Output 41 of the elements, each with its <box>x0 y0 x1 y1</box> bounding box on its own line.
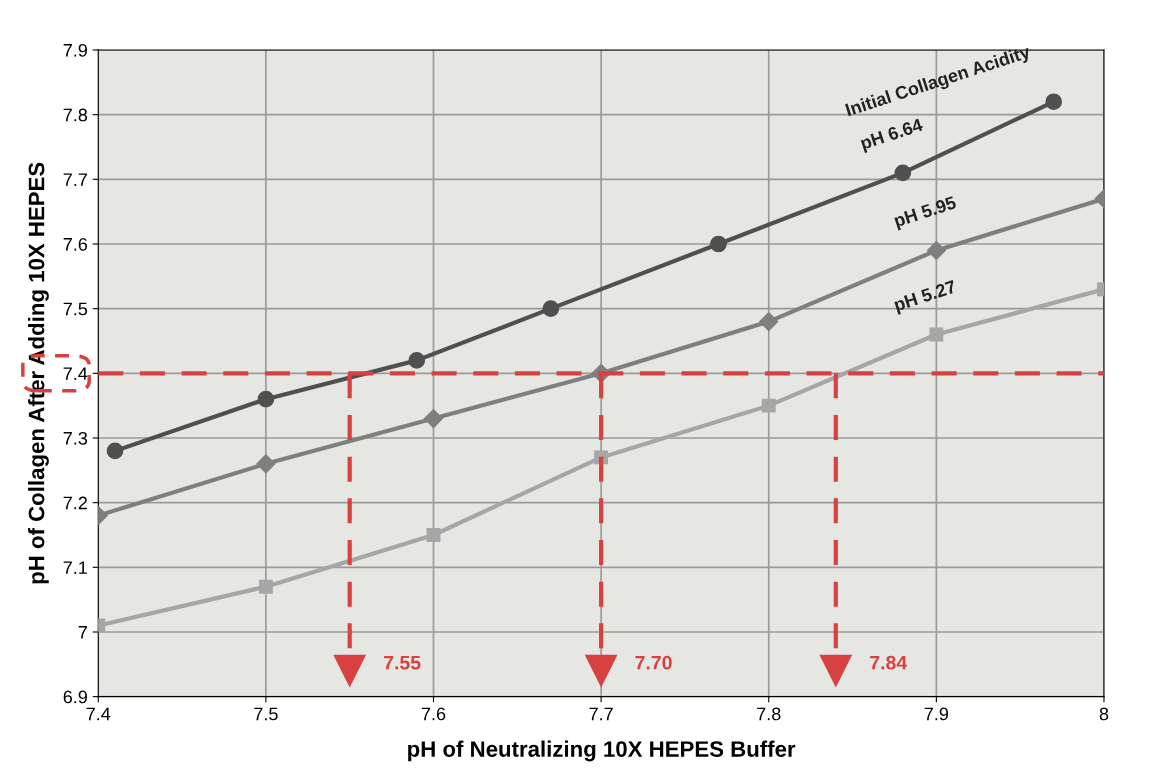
point <box>926 240 946 260</box>
y-tick-label: 7.9 <box>63 43 87 57</box>
ref-line-label: 7.84 <box>870 655 908 670</box>
y-tick-label: 7.7 <box>63 173 87 186</box>
x-tick-label: 8 <box>1099 707 1109 721</box>
text: pH 5.95 <box>893 195 958 231</box>
text: pH 6.64 <box>859 118 925 154</box>
y-tick-label: 7.3 <box>63 431 88 445</box>
x-tick-label: 7.4 <box>86 707 111 721</box>
x-tick-label: 7.7 <box>589 707 613 721</box>
point <box>761 398 776 413</box>
text: pH 5.27 <box>893 279 958 315</box>
point <box>759 312 779 332</box>
point <box>894 164 912 182</box>
ref-line-label: 7.55 <box>384 655 421 670</box>
y-tick-label: 7.5 <box>63 302 88 316</box>
x-tick-label: 7.6 <box>421 707 446 721</box>
point <box>256 454 276 474</box>
point <box>426 528 441 542</box>
y-tick-label: 7.2 <box>63 496 87 510</box>
ref-line-label: 7.70 <box>635 655 672 670</box>
x-axis-title: pH of Neutralizing 10X HEPES Buffer <box>408 740 796 762</box>
y-axis-title: pH of Collagen After Adding 10X HEPES <box>28 162 49 584</box>
point <box>929 327 944 342</box>
y-tick-label: 7.8 <box>63 108 88 122</box>
y-tick-label: 7 <box>78 626 87 639</box>
point <box>408 352 426 369</box>
x-tick-label: 7.9 <box>924 707 949 721</box>
y-tick-label: 6.9 <box>63 690 87 704</box>
point <box>258 579 273 594</box>
point <box>542 300 560 317</box>
point <box>257 390 275 408</box>
y-tick-label: 7.6 <box>63 237 88 251</box>
point <box>106 442 124 460</box>
point <box>423 409 444 429</box>
x-tick-label: 7.8 <box>757 707 781 721</box>
point <box>1045 93 1063 111</box>
y-tick-label: 7.1 <box>63 561 87 574</box>
x-tick-label: 7.5 <box>254 707 278 721</box>
y-tick-label: 7.4 <box>63 367 88 380</box>
point <box>710 235 727 253</box>
